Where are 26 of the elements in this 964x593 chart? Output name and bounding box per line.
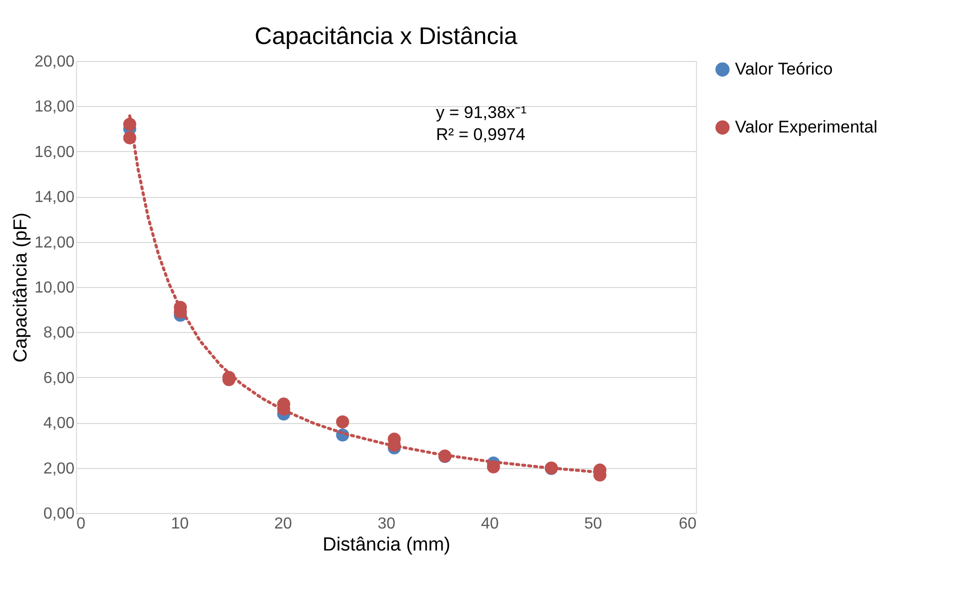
legend-label: Valor Teórico (735, 60, 833, 78)
x-tick-label: 30 (378, 516, 396, 532)
y-tick-label: 12,00 (34, 234, 75, 252)
y-tick-label: 8,00 (43, 324, 75, 342)
y-tick-label: 4,00 (43, 415, 75, 432)
point (336, 415, 350, 428)
x-axis-title: Distância (mm) (322, 534, 450, 556)
x-tick-label: 60 (678, 516, 697, 532)
y-tick-label: 10,00 (34, 280, 75, 296)
x-tick-label: 40 (480, 516, 499, 532)
y-tick-label: 20,00 (34, 54, 75, 70)
x-tick-label: 50 (584, 516, 602, 532)
y-tick-label: 6,00 (43, 370, 75, 387)
chart-title: Capacitância x Distância (254, 23, 518, 50)
x-tick-label: 0 (76, 516, 86, 532)
y-tick-label: 2,00 (43, 460, 75, 478)
x-tick-label: 20 (274, 516, 292, 532)
y-tick-label: 18,00 (34, 98, 75, 116)
legend-label: Valor Experimental (735, 118, 878, 136)
annotation: y = 91,38x⁻¹ (436, 103, 527, 122)
y-tick-label: 16,00 (34, 144, 75, 161)
y-tick-label: 14,00 (34, 189, 75, 206)
y-axis-title: Capacitância (pF) (10, 212, 32, 362)
x-tick-label: 10 (170, 516, 189, 532)
y-tick-label: 0,00 (43, 506, 75, 522)
annotation: R² = 0,9974 (436, 125, 526, 144)
